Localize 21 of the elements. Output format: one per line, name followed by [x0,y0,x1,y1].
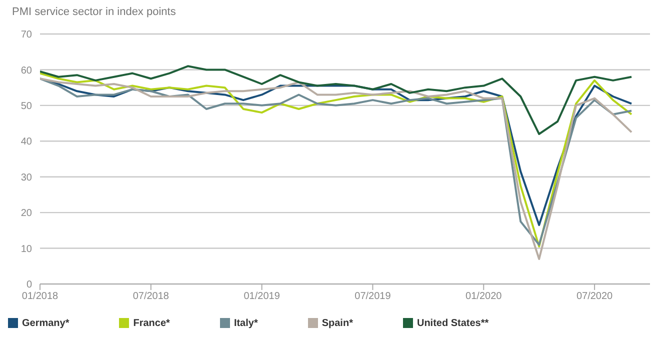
y-tick-label: 0 [26,280,32,291]
y-tick-label: 10 [20,244,32,255]
x-tick-label: 07/2019 [354,291,392,302]
legend-label: Spain* [322,318,353,329]
x-tick-label: 01/2020 [466,291,502,302]
y-tick-label: 30 [20,172,32,184]
legend-label: France* [133,318,170,329]
y-tick-label: 40 [20,136,32,148]
line-series [40,65,633,135]
y-tick-label: 60 [20,65,32,76]
legend-label: Germany* [22,318,70,329]
y-tick-label: 50 [20,100,32,112]
x-tick-label: 07/2018 [132,291,170,302]
x-tick-label: 01/2018 [22,291,59,302]
x-tick-label: 07/2020 [576,291,614,302]
x-tick-label: 01/2019 [244,291,280,302]
y-tick-label: 70 [20,30,32,41]
y-tick-label: 20 [20,208,32,220]
legend-label: United States** [416,318,489,329]
legend-label: Italy* [234,318,258,329]
chart-title: PMI service sector in index points [12,6,176,18]
